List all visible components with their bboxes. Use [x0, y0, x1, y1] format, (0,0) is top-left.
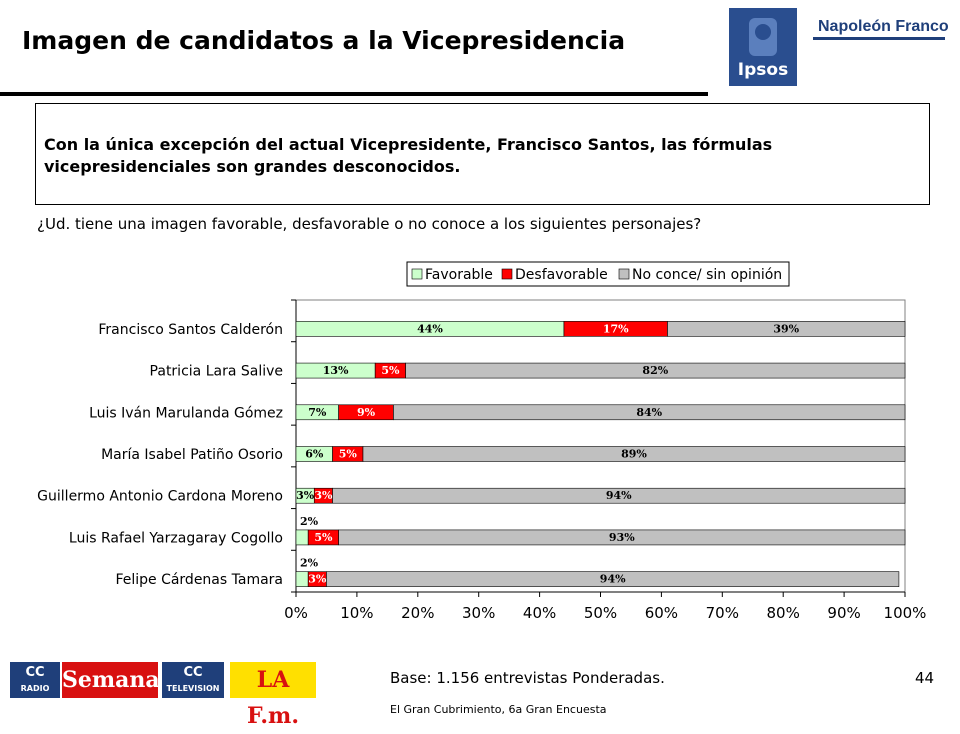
category-label: Francisco Santos Calderón [98, 322, 283, 338]
data-label: 6% [305, 448, 324, 461]
page-number: 44 [915, 669, 935, 687]
data-label: 94% [600, 573, 626, 586]
bar-segment [332, 487, 906, 504]
category-label: Guillermo Antonio Cardona Moreno [37, 489, 283, 505]
partner-logos: CC RADIO Semana CC TELEVISION LA F.m. [10, 662, 316, 729]
category-label: María Isabel Patiño Osorio [101, 447, 283, 463]
bar-segment [393, 404, 906, 421]
data-label: 93% [609, 531, 635, 544]
plot-area-frame [295, 299, 906, 593]
bar-segment [338, 529, 906, 546]
legend-swatch [618, 268, 630, 280]
category-label: Luis Iván Marulanda Gómez [89, 405, 283, 421]
semana-logo: Semana [62, 662, 160, 698]
data-label: 5% [381, 364, 400, 377]
ipsos-logo: Ipsos [729, 8, 797, 86]
ipsos-wordmark: Ipsos [737, 60, 789, 80]
category-label: Luis Rafael Yarzagaray Cogollo [69, 530, 283, 546]
bar-segment [295, 529, 309, 546]
brand-rule [813, 37, 945, 40]
data-label: 17% [603, 322, 629, 335]
summary-box: Con la única excepción del actual Vicepr… [35, 103, 930, 205]
x-tick-label: 80% [767, 604, 800, 622]
slide-title: Imagen de candidatos a la Vicepresidenci… [22, 26, 626, 55]
data-label: 39% [773, 322, 799, 335]
legend-swatch [501, 268, 513, 280]
x-tick-label: 30% [462, 604, 495, 622]
survey-question: ¿Ud. tiene una imagen favorable, desfavo… [37, 215, 702, 233]
base-note: Base: 1.156 entrevistas Ponderadas. [390, 669, 665, 687]
x-tick-label: 10% [340, 604, 373, 622]
legend-label: Favorable [425, 267, 493, 283]
data-label: 94% [606, 489, 632, 502]
logo-radio-label: RADIO [20, 684, 50, 693]
logo-figure-icon [749, 18, 777, 56]
data-label: 13% [323, 364, 349, 377]
legend-swatch [411, 268, 423, 280]
x-tick-label: 50% [584, 604, 617, 622]
caracol-icon: CC [25, 665, 45, 680]
data-label: 5% [339, 448, 358, 461]
bar-segment [667, 321, 906, 337]
summary-text: Con la única excepción del actual Vicepr… [44, 135, 773, 176]
bar-segment [362, 446, 906, 462]
x-tick-label: 60% [645, 604, 678, 622]
data-label: 44% [417, 322, 443, 335]
category-label: Felipe Cárdenas Tamara [115, 572, 283, 588]
data-label: 3% [296, 489, 315, 502]
brand-name: Napoleón Franco [818, 18, 949, 35]
bar-segment [405, 362, 906, 379]
logo-television-label: TELEVISION [166, 684, 220, 693]
legend-box [406, 261, 790, 287]
legend-label: No conce/ sin opinión [632, 267, 782, 283]
data-label: 89% [621, 448, 647, 461]
data-label: 3% [314, 489, 333, 502]
data-label: 2% [300, 557, 319, 570]
source-note: El Gran Cubrimiento, 6a Gran Encuesta [390, 703, 607, 716]
data-label: 5% [314, 531, 333, 544]
x-tick-label: 40% [523, 604, 556, 622]
stacked-bar-chart: 0% 10% 20% 30% 40% 50% 60% 70% 80% 90% 100% Francis… [37, 261, 927, 622]
la-fm-logo: LA F.m. [230, 662, 316, 729]
caracol-television-logo: CC TELEVISION [162, 662, 224, 698]
x-tick-label: 90% [827, 604, 860, 622]
data-label: 7% [308, 406, 327, 419]
x-tick-label: 0% [284, 604, 308, 622]
data-label: 9% [357, 406, 376, 419]
category-label: Patricia Lara Salive [150, 364, 283, 380]
bar-segment [295, 571, 309, 587]
data-label: 82% [642, 364, 668, 377]
caracol-radio-logo: CC RADIO [10, 662, 60, 698]
data-label: 84% [636, 406, 662, 419]
title-rule [0, 92, 708, 96]
data-label: 2% [300, 515, 319, 528]
x-tick-label: 70% [706, 604, 739, 622]
caracol-icon: CC [183, 665, 203, 680]
data-label: 3% [308, 573, 327, 586]
legend-label: Desfavorable [515, 267, 608, 283]
bar-segment [326, 571, 900, 587]
x-tick-label: 100% [884, 604, 927, 622]
x-tick-label: 20% [401, 604, 434, 622]
